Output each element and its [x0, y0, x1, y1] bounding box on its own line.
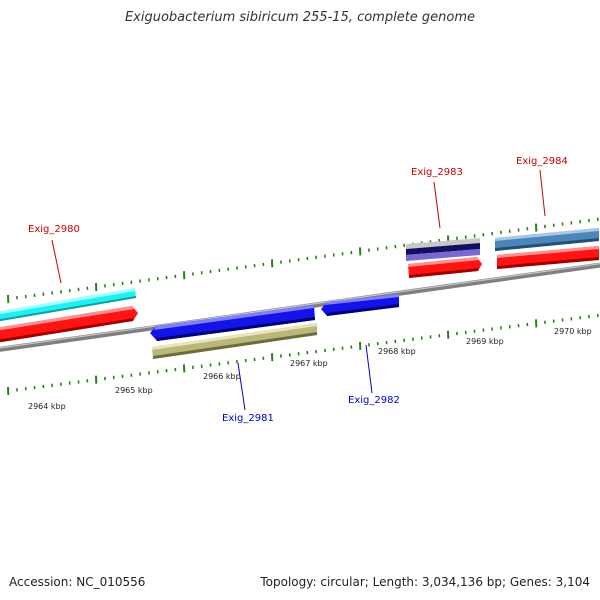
leader-exig-2981	[237, 362, 246, 411]
gene-label-exig-2982[interactable]: Exig_2982	[348, 395, 400, 406]
outer-tick-ring	[7, 217, 599, 303]
leader-exig-2984	[539, 169, 546, 217]
leader-exig-2983	[433, 181, 441, 229]
gene-exig-2980-cyan-bar[interactable]	[0, 288, 136, 322]
gene-exig-2983-cds-arrow[interactable]	[408, 257, 482, 278]
genome-backbone-highlight	[0, 263, 600, 349]
genome-summary-text: Topology: circular; Length: 3,034,136 bp…	[260, 575, 590, 589]
axis-label-2965-kbp: 2965 kbp	[115, 386, 153, 395]
axis-label-2967-kbp: 2967 kbp	[290, 359, 328, 368]
gene-exig-2981-olive-bar[interactable]	[152, 323, 317, 359]
gene-exig-2983-stacked-bars[interactable]	[406, 238, 480, 261]
leader-exig-2982	[365, 344, 373, 394]
axis-label-2964-kbp: 2964 kbp	[28, 402, 66, 411]
axis-label-2968-kbp: 2968 kbp	[378, 347, 416, 356]
axis-label-2969-kbp: 2969 kbp	[466, 337, 504, 346]
gene-exig-2984-steelblue-bar[interactable]	[495, 228, 599, 251]
axis-label-2970-kbp: 2970 kbp	[554, 327, 592, 336]
gene-exig-2980-cds-arrow[interactable]	[0, 306, 138, 343]
leader-exig-2980	[51, 239, 62, 284]
gene-exig-2984-cds-arrow[interactable]	[497, 246, 599, 269]
gene-label-exig-2983[interactable]: Exig_2983	[411, 167, 463, 178]
accession-text: Accession: NC_010556	[9, 575, 146, 589]
gene-label-exig-2980[interactable]: Exig_2980	[28, 224, 80, 235]
map-title: Exiguobacterium sibiricum 255-15, comple…	[124, 10, 476, 25]
axis-label-2966-kbp: 2966 kbp	[203, 372, 241, 381]
gene-label-exig-2981[interactable]: Exig_2981	[222, 413, 274, 424]
gene-exig-2982-cds-arrow[interactable]	[321, 294, 399, 316]
gene-label-exig-2984[interactable]: Exig_2984	[516, 156, 568, 167]
inner-tick-ring	[7, 313, 599, 396]
gene-exig-2981-cds-arrow[interactable]	[150, 305, 315, 341]
